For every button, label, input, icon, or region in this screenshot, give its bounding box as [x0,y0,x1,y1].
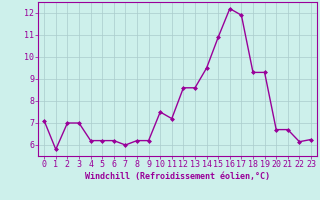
X-axis label: Windchill (Refroidissement éolien,°C): Windchill (Refroidissement éolien,°C) [85,172,270,181]
